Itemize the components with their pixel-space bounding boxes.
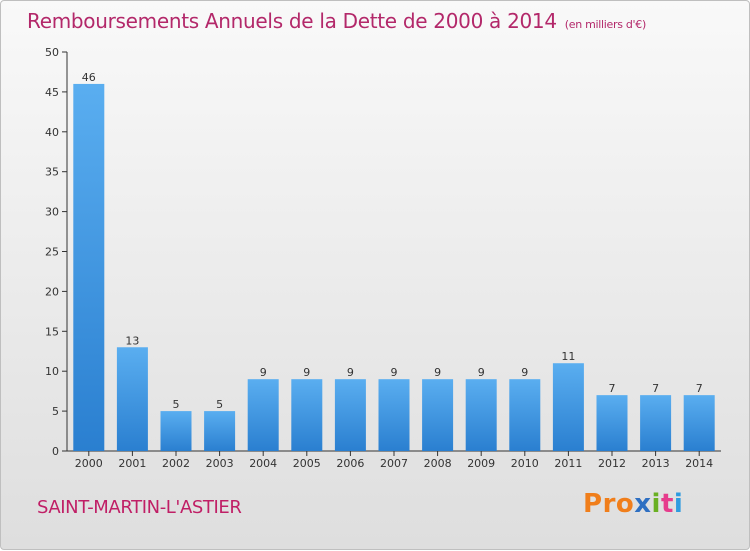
x-tick-label: 2007 bbox=[380, 457, 408, 470]
y-tick-label: 25 bbox=[45, 246, 59, 259]
logo-letter: i bbox=[651, 489, 661, 519]
bar-value-label: 5 bbox=[216, 398, 223, 411]
logo-letter: t bbox=[660, 489, 674, 519]
logo-letter: i bbox=[673, 489, 684, 519]
bar-2007 bbox=[378, 379, 410, 451]
bar-2005 bbox=[291, 379, 323, 451]
bar-2001 bbox=[116, 347, 148, 451]
commune-name: SAINT-MARTIN-L'ASTIER bbox=[37, 497, 242, 518]
x-tick-label: 2004 bbox=[249, 457, 277, 470]
x-tick-label: 2003 bbox=[206, 457, 234, 470]
chart-title: Remboursements Annuels de la Dette de 20… bbox=[27, 9, 646, 33]
bar-2003 bbox=[204, 411, 236, 451]
chart-subtitle: (en milliers d'€) bbox=[564, 18, 646, 31]
x-tick-label: 2014 bbox=[685, 457, 713, 470]
bar-value-label: 9 bbox=[303, 366, 310, 379]
proxiti-logo[interactable]: Proxiti bbox=[583, 489, 683, 519]
x-tick-label: 2005 bbox=[293, 457, 321, 470]
logo-letter: P bbox=[583, 489, 603, 519]
y-tick-label: 0 bbox=[52, 445, 59, 458]
bar-value-label: 7 bbox=[696, 382, 703, 395]
bar-value-label: 9 bbox=[478, 366, 485, 379]
bar-2006 bbox=[334, 379, 366, 451]
bar-2012 bbox=[596, 395, 628, 451]
bar-value-label: 9 bbox=[347, 366, 354, 379]
logo-letter: x bbox=[634, 489, 652, 519]
bar-2013 bbox=[640, 395, 672, 451]
y-tick-label: 20 bbox=[45, 285, 59, 298]
bar-2002 bbox=[160, 411, 192, 451]
y-tick-label: 15 bbox=[45, 325, 59, 338]
bar-2011 bbox=[552, 363, 584, 451]
chart-title-text: Remboursements Annuels de la Dette de 20… bbox=[27, 9, 557, 33]
bar-2010 bbox=[509, 379, 541, 451]
bar-value-label: 7 bbox=[652, 382, 659, 395]
bar-value-label: 9 bbox=[260, 366, 267, 379]
x-tick-label: 2008 bbox=[424, 457, 452, 470]
bar-value-label: 13 bbox=[125, 334, 139, 347]
x-tick-label: 2009 bbox=[467, 457, 495, 470]
bar-value-label: 5 bbox=[173, 398, 180, 411]
x-tick-label: 2010 bbox=[511, 457, 539, 470]
y-tick-label: 10 bbox=[45, 365, 59, 378]
y-tick-label: 30 bbox=[45, 206, 59, 219]
bar-value-label: 7 bbox=[609, 382, 616, 395]
bar-value-label: 9 bbox=[434, 366, 441, 379]
y-tick-label: 40 bbox=[45, 126, 59, 139]
x-tick-label: 2006 bbox=[336, 457, 364, 470]
x-tick-label: 2013 bbox=[642, 457, 670, 470]
y-tick-label: 45 bbox=[45, 86, 59, 99]
x-tick-label: 2000 bbox=[75, 457, 103, 470]
bar-2014 bbox=[683, 395, 715, 451]
y-tick-label: 35 bbox=[45, 166, 59, 179]
bar-value-label: 46 bbox=[82, 71, 96, 84]
x-tick-label: 2011 bbox=[554, 457, 582, 470]
x-tick-label: 2002 bbox=[162, 457, 190, 470]
bar-2008 bbox=[422, 379, 454, 451]
bar-value-label: 9 bbox=[391, 366, 398, 379]
bar-value-label: 11 bbox=[561, 350, 575, 363]
bar-2000 bbox=[73, 83, 105, 452]
bar-value-label: 9 bbox=[521, 366, 528, 379]
bar-2009 bbox=[465, 379, 497, 451]
logo-letter: o bbox=[615, 489, 635, 519]
y-tick-label: 50 bbox=[45, 46, 59, 59]
bar-2004 bbox=[247, 379, 279, 451]
x-tick-label: 2012 bbox=[598, 457, 626, 470]
logo-letter: r bbox=[602, 489, 616, 519]
y-tick-label: 5 bbox=[52, 405, 59, 418]
x-tick-label: 2001 bbox=[118, 457, 146, 470]
